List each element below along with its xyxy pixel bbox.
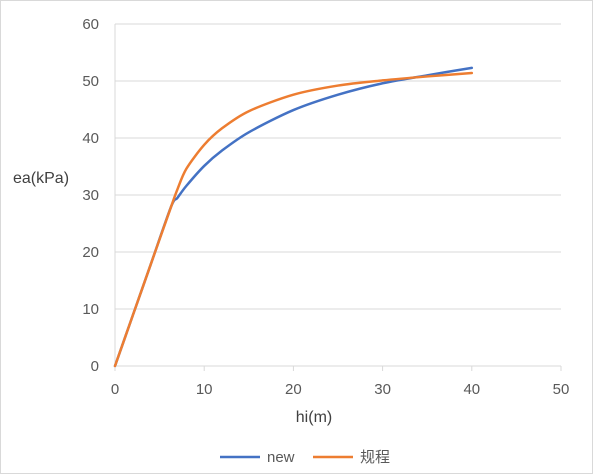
series-lines xyxy=(113,66,474,368)
x-axis-title: hi(m) xyxy=(296,409,332,426)
y-tick-label-10: 10 xyxy=(82,301,99,318)
x-tick-label-40: 40 xyxy=(463,381,480,398)
y-tick-label-40: 40 xyxy=(82,130,99,147)
y-tick-label-20: 20 xyxy=(82,244,99,261)
x-tick-label-0: 0 xyxy=(111,381,119,398)
tick-labels: 0 10 20 30 40 50 60 0 10 20 30 40 50 xyxy=(82,16,569,398)
gridlines xyxy=(115,23,561,310)
y-tick-label-50: 50 xyxy=(82,73,99,90)
y-tick-label-30: 30 xyxy=(82,187,99,204)
legend-label-0: new xyxy=(267,449,295,466)
axes xyxy=(114,24,562,371)
x-tick-label-50: 50 xyxy=(553,381,570,398)
x-tick-label-20: 20 xyxy=(285,381,302,398)
series-line-1 xyxy=(113,71,474,368)
legend-label-1: 规程 xyxy=(360,449,390,466)
y-tick-label-60: 60 xyxy=(82,16,99,33)
x-tick-label-30: 30 xyxy=(374,381,391,398)
x-tick-label-10: 10 xyxy=(196,381,213,398)
y-axis-title: ea(kPa) xyxy=(13,170,69,187)
legend: new 规程 xyxy=(220,449,390,466)
y-tick-label-0: 0 xyxy=(91,358,99,375)
